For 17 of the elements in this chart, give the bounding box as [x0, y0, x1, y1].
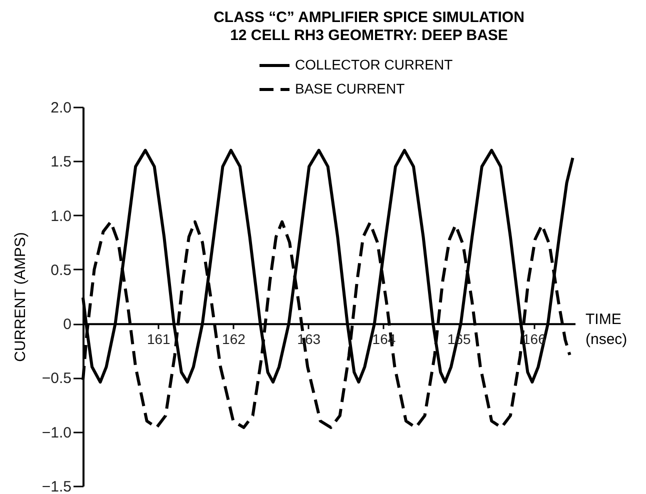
y-tick-label: −1.0 — [42, 424, 72, 442]
y-tick-label: −1.5 — [42, 478, 72, 494]
y-axis-title: CURRENT (AMPS) — [12, 232, 29, 362]
legend-label: BASE CURRENT — [295, 80, 406, 96]
y-tick-label: 1.0 — [50, 208, 72, 225]
x-tick-label: 162 — [222, 331, 246, 348]
y-tick-label: 0 — [63, 316, 72, 334]
legend-label: COLLECTOR CURRENT — [295, 56, 454, 72]
y-tick-label: 2.0 — [50, 100, 72, 116]
chart-title: CLASS “C” AMPLIFIER SPICE SIMULATION — [214, 9, 524, 26]
y-tick-label: 0.5 — [50, 262, 72, 279]
x-axis-title: TIME (nsec) — [586, 311, 628, 348]
y-tick-label: −0.5 — [42, 370, 72, 388]
x-tick-label: 161 — [146, 331, 171, 348]
x-tick-label: 163 — [297, 331, 321, 348]
y-tick-label: 1.5 — [50, 154, 72, 171]
chart-subtitle: 12 CELL RH3 GEOMETRY: DEEP BASE — [230, 27, 508, 44]
